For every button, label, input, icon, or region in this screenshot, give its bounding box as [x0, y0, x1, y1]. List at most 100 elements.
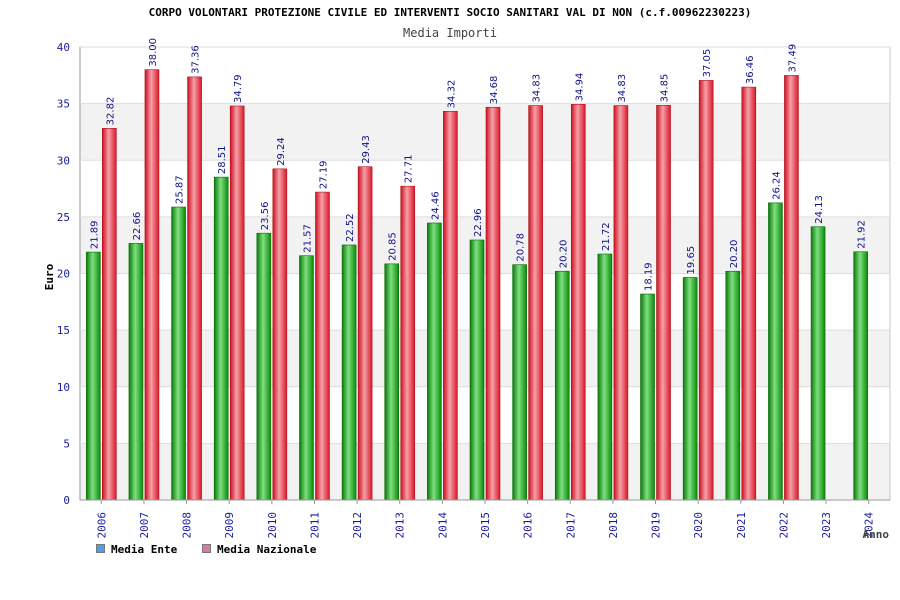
legend-swatch-media-nazionale [202, 544, 211, 553]
y-tick-label: 15 [57, 324, 70, 337]
y-tick-label: 40 [57, 41, 70, 54]
bar-media-nazionale [784, 75, 799, 501]
bar-media-nazionale [528, 105, 543, 501]
y-tick-label: 20 [57, 268, 70, 281]
data-label: 22.66 [132, 212, 143, 241]
x-axis: 2006 2007 2008 2009 2010 2011 2012 2013 2014 2015… [80, 499, 890, 539]
data-label: 18.19 [644, 262, 655, 291]
bar-media-nazionale [229, 105, 245, 501]
legend-item-media-ente: Media Ente [96, 543, 177, 556]
data-label: 21.57 [302, 224, 313, 253]
chart-subtitle: Media Importi [403, 26, 497, 40]
bar-media-nazionale [187, 76, 202, 501]
data-label: 37.49 [787, 44, 798, 73]
x-tick-label: 2022 [777, 512, 790, 539]
bar-media-ente [171, 206, 186, 501]
y-axis-label: Euro [43, 263, 56, 290]
data-label: 38.00 [148, 38, 159, 67]
x-tick-label: 2014 [436, 512, 449, 539]
x-tick-label: 2013 [394, 512, 407, 539]
data-label: 32.82 [105, 97, 116, 126]
x-tick-label: 2008 [181, 512, 194, 539]
data-label: 20.20 [729, 240, 740, 269]
y-tick-label: 5 [63, 437, 70, 450]
x-tick-label: 2019 [650, 512, 663, 539]
data-label: 34.85 [660, 74, 671, 103]
bar-media-ente [213, 176, 229, 501]
data-label: 20.78 [516, 233, 527, 262]
legend-item-media-nazionale: Media Nazionale [202, 543, 316, 556]
bar-media-ente [427, 222, 442, 501]
data-label: 24.13 [814, 195, 825, 224]
x-tick-label: 2015 [479, 512, 492, 539]
data-label: 29.43 [361, 135, 372, 164]
x-tick-label: 2012 [351, 512, 364, 539]
bar-media-nazionale [656, 105, 671, 501]
legend-label-media-nazionale: Media Nazionale [217, 543, 317, 556]
bar-media-ente [554, 270, 570, 501]
x-tick-label: 2021 [735, 512, 748, 539]
data-label: 20.20 [558, 240, 569, 269]
bar-media-ente [256, 232, 272, 501]
x-tick-label: 2018 [607, 512, 620, 539]
data-label: 34.79 [233, 74, 244, 103]
data-label: 22.52 [345, 213, 356, 242]
data-label: 27.19 [318, 160, 329, 189]
bar-media-ente [810, 226, 826, 501]
bar-media-ente [86, 251, 101, 501]
bar-media-ente [128, 243, 144, 501]
data-label: 36.46 [745, 55, 756, 84]
bar-media-nazionale [613, 105, 629, 501]
data-label: 37.36 [191, 45, 202, 74]
bar-media-ente [725, 270, 741, 501]
bar-media-nazionale [102, 128, 117, 501]
data-label: 34.94 [574, 73, 585, 102]
bar-media-nazionale [272, 168, 288, 501]
legend-swatch-media-ente [96, 544, 105, 553]
bar-media-nazionale [315, 191, 330, 501]
data-label: 28.51 [217, 145, 228, 174]
data-label: 20.85 [388, 232, 399, 261]
bar-media-nazionale [400, 185, 416, 501]
x-axis-label: Anno [863, 528, 890, 541]
bar-media-ente [512, 264, 527, 501]
bar-media-nazionale [357, 166, 373, 501]
x-tick-label: 2011 [308, 512, 321, 539]
bar-media-ente [597, 253, 613, 501]
data-label: 25.87 [175, 175, 186, 204]
data-label: 34.83 [617, 74, 628, 103]
data-label: 19.65 [686, 246, 697, 275]
data-label: 37.05 [702, 49, 713, 78]
bar-media-ente [682, 277, 698, 501]
x-tick-label: 2007 [138, 512, 151, 539]
bar-media-nazionale [144, 69, 160, 501]
data-label: 24.46 [430, 191, 441, 220]
x-tick-label: 2010 [266, 512, 279, 539]
y-tick-label: 30 [57, 154, 70, 167]
bars: 21.89 22.66 25.87 28.51 23.56 21.57 22.52 20.85… [86, 38, 868, 501]
bar-media-nazionale [698, 80, 714, 501]
data-label: 34.68 [489, 76, 500, 105]
x-tick-label: 2024 [863, 512, 876, 539]
x-tick-label: 2020 [692, 512, 705, 539]
bar-media-ente [384, 263, 400, 501]
data-label: 21.89 [89, 220, 100, 249]
bar-media-ente [469, 239, 485, 501]
x-tick-label: 2006 [95, 512, 108, 539]
y-tick-label: 10 [57, 381, 70, 394]
bar-media-nazionale [570, 104, 586, 501]
data-label: 27.71 [404, 155, 415, 184]
y-tick-label: 35 [57, 98, 70, 111]
bar-media-ente [640, 293, 655, 501]
data-label: 29.24 [276, 137, 287, 166]
legend-label-media-ente: Media Ente [111, 543, 178, 556]
bar-media-nazionale [443, 111, 458, 501]
bar-media-ente [299, 255, 314, 501]
x-tick-label: 2016 [522, 512, 535, 539]
data-label: 21.72 [601, 222, 612, 251]
x-tick-label: 2017 [564, 512, 577, 539]
y-tick-label: 25 [57, 211, 70, 224]
data-label: 23.56 [260, 202, 271, 231]
data-label: 26.24 [771, 171, 782, 200]
